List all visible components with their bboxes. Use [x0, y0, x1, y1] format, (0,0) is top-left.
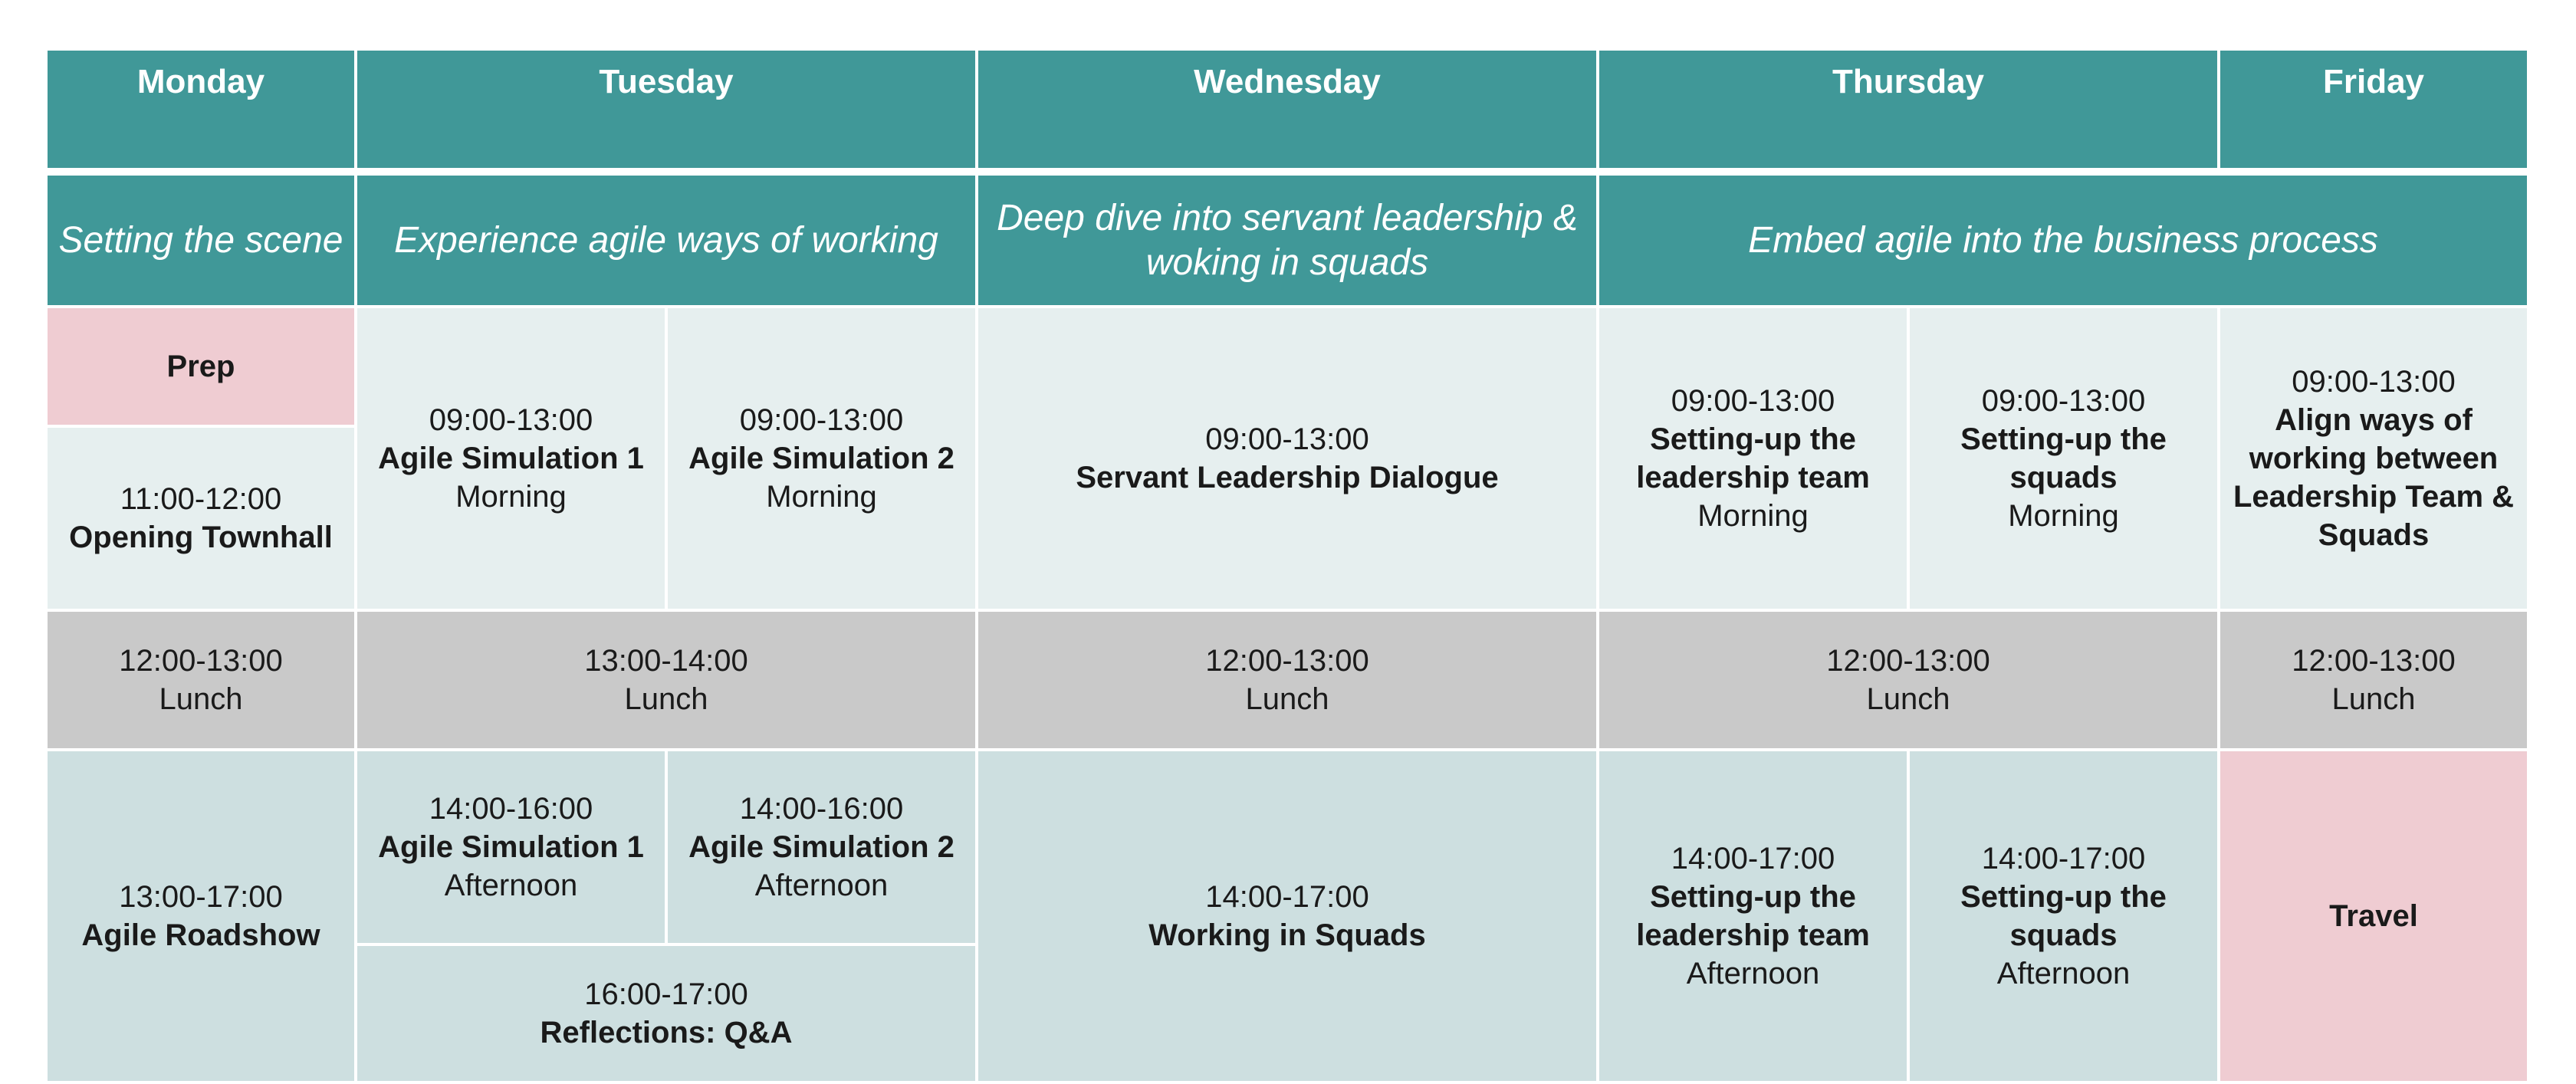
session-time: 14:00-17:00 [1981, 842, 2146, 875]
session-time: 09:00-13:00 [2292, 365, 2456, 399]
session-time: 09:00-13:00 [1671, 384, 1835, 418]
session-title: Opening Townhall [69, 521, 333, 554]
lunch-time: 13:00-14:00 [584, 644, 748, 678]
lunch-label: Lunch [624, 682, 708, 716]
session-title: Agile Simulation 1 [378, 830, 644, 864]
lunch-time: 12:00-13:00 [2292, 644, 2456, 678]
session-title: Agile Simulation 1 [378, 442, 644, 475]
session-title: Setting-up the leadership team [1636, 880, 1870, 952]
session-subtitle: Afternoon [1686, 957, 1820, 990]
lunch-label: Lunch [1866, 682, 1950, 716]
session-time: 16:00-17:00 [584, 977, 748, 1011]
session-subtitle: Afternoon [754, 869, 889, 902]
session-time: 14:00-17:00 [1671, 842, 1835, 875]
day-header-friday: Friday [2217, 48, 2530, 176]
session-title: Reflections: Q&A [540, 1016, 793, 1050]
day-header-monday: Monday [44, 48, 357, 176]
session-subtitle: Morning [766, 480, 877, 514]
session-agile-sim-2-morning: 09:00-13:00 Agile Simulation 2 Morning [665, 305, 978, 612]
session-time: 11:00-12:00 [120, 482, 282, 516]
session-align-ways-of-working: 09:00-13:00 Align ways of working betwee… [2217, 305, 2530, 612]
session-time: 14:00-16:00 [739, 792, 904, 826]
lunch-label: Lunch [1245, 682, 1329, 716]
afternoon-row-top: 13:00-17:00 Agile Roadshow 14:00-16:00 A… [44, 748, 2530, 1084]
session-agile-sim-1-morning: 09:00-13:00 Agile Simulation 1 Morning [354, 305, 668, 612]
lunch-time: 12:00-13:00 [1826, 644, 1990, 678]
session-agile-roadshow: 13:00-17:00 Agile Roadshow [44, 748, 357, 1084]
travel-block: Travel [2217, 748, 2530, 1084]
session-subtitle: Morning [1697, 499, 1809, 533]
session-title: Setting-up the squads [1960, 880, 2167, 952]
weekly-schedule-table: Monday Tuesday Wednesday Thursday Friday… [44, 48, 2530, 1084]
session-time: 09:00-13:00 [429, 403, 593, 437]
afternoon-row-bottom: 16:00-17:00 Reflections: Q&A [46, 943, 2528, 1084]
theme-monday: Setting the scene [44, 170, 357, 308]
lunch-wednesday: 12:00-13:00 Lunch [975, 609, 1599, 751]
lunch-monday: 12:00-13:00 Lunch [44, 609, 357, 751]
theme-thursday-friday: Embed agile into the business process [1596, 170, 2530, 308]
lunch-friday: 12:00-13:00 Lunch [2217, 609, 2530, 751]
session-working-in-squads: 14:00-17:00 Working in Squads [975, 748, 1599, 1084]
lunch-label: Lunch [2331, 682, 2416, 716]
session-squads-morning: 09:00-13:00 Setting-up the squads Mornin… [1907, 305, 2220, 612]
session-subtitle: Morning [2008, 499, 2119, 533]
session-title: Servant Leadership Dialogue [1076, 461, 1499, 494]
session-title: Working in Squads [1148, 918, 1426, 952]
session-time: 13:00-17:00 [119, 880, 283, 914]
session-agile-sim-2-afternoon: 14:00-16:00 Agile Simulation 2 Afternoon [665, 748, 978, 946]
session-subtitle: Morning [455, 480, 567, 514]
session-title: Align ways of working between Leadership… [2233, 403, 2515, 552]
day-header-row: Monday Tuesday Wednesday Thursday Friday [44, 48, 2530, 176]
lunch-time: 12:00-13:00 [1205, 644, 1369, 678]
session-time: 14:00-16:00 [429, 792, 593, 826]
session-time: 09:00-13:00 [739, 403, 904, 437]
session-servant-leadership: 09:00-13:00 Servant Leadership Dialogue [975, 305, 1599, 612]
session-subtitle: Afternoon [444, 869, 578, 902]
theme-tuesday: Experience agile ways of working [354, 170, 978, 308]
session-title: Agile Roadshow [81, 918, 320, 952]
session-time: 09:00-13:00 [1981, 384, 2146, 418]
theme-row: Setting the scene Experience agile ways … [44, 170, 2530, 308]
morning-row-top: Prep 09:00-13:00 Agile Simulation 1 Morn… [44, 305, 2530, 612]
session-agile-sim-1-afternoon: 14:00-16:00 Agile Simulation 1 Afternoon [354, 748, 668, 946]
session-leadership-team-afternoon: 14:00-17:00 Setting-up the leadership te… [1596, 748, 1910, 1084]
day-header-wednesday: Wednesday [975, 48, 1599, 176]
session-title: Agile Simulation 2 [688, 830, 955, 864]
theme-wednesday: Deep dive into servant leadership & woki… [975, 170, 1599, 308]
session-time: 09:00-13:00 [1205, 422, 1369, 456]
session-title: Agile Simulation 2 [688, 442, 955, 475]
lunch-time: 12:00-13:00 [119, 644, 283, 678]
session-squads-afternoon: 14:00-17:00 Setting-up the squads Aftern… [1907, 748, 2220, 1084]
session-subtitle: Afternoon [1996, 957, 2131, 990]
day-header-tuesday: Tuesday [354, 48, 978, 176]
lunch-row: 12:00-13:00 Lunch 13:00-14:00 Lunch 12:0… [44, 609, 2530, 751]
lunch-label: Lunch [159, 682, 243, 716]
lunch-tuesday: 13:00-14:00 Lunch [354, 609, 978, 751]
day-header-thursday: Thursday [1596, 48, 2220, 176]
prep-block: Prep [44, 305, 357, 428]
session-opening-townhall: 11:00-12:00 Opening Townhall [44, 425, 357, 612]
lunch-thursday: 12:00-13:00 Lunch [1596, 609, 2220, 751]
session-time: 14:00-17:00 [1205, 880, 1369, 914]
session-title: Setting-up the squads [1960, 422, 2167, 494]
morning-row-bottom: 11:00-12:00 Opening Townhall [44, 425, 2528, 612]
session-title: Setting-up the leadership team [1636, 422, 1870, 494]
session-leadership-team-morning: 09:00-13:00 Setting-up the leadership te… [1596, 305, 1910, 612]
session-reflections-qa: 16:00-17:00 Reflections: Q&A [354, 943, 978, 1084]
